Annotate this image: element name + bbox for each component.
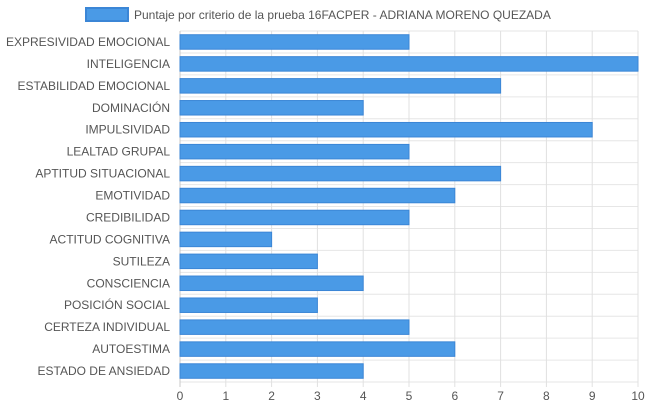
x-tick-label: 8 bbox=[543, 389, 550, 403]
category-label: ACTITUD COGNITIVA bbox=[50, 232, 170, 246]
category-label: CERTEZA INDIVIDUAL bbox=[44, 320, 170, 334]
x-axis-ticks: 0 1 2 3 4 5 6 7 8 9 10 bbox=[177, 389, 645, 403]
bar[interactable] bbox=[179, 341, 456, 357]
bar[interactable] bbox=[179, 253, 318, 270]
x-tick-label: 1 bbox=[222, 389, 229, 403]
bar[interactable] bbox=[179, 363, 364, 379]
bar[interactable] bbox=[179, 297, 318, 313]
bar[interactable] bbox=[179, 56, 639, 72]
category-label: EMOTIVIDAD bbox=[95, 189, 170, 203]
category-label: LEALTAD GRUPAL bbox=[67, 145, 171, 159]
category-label: CONSCIENCIA bbox=[87, 276, 170, 290]
bar[interactable] bbox=[179, 78, 502, 94]
category-label: IMPULSIVIDAD bbox=[85, 123, 170, 137]
bar[interactable] bbox=[179, 100, 364, 116]
x-tick-label: 0 bbox=[177, 389, 184, 403]
category-label: SUTILEZA bbox=[113, 254, 170, 268]
x-tick-label: 6 bbox=[451, 389, 458, 403]
category-label: POSICIÓN SOCIAL bbox=[64, 297, 170, 312]
x-tick-label: 10 bbox=[631, 389, 645, 403]
category-label: AUTOESTIMA bbox=[92, 342, 170, 356]
x-tick-label: 2 bbox=[268, 389, 275, 403]
x-tick-label: 7 bbox=[497, 389, 504, 403]
category-label: DOMINACIÓN bbox=[92, 100, 170, 115]
bar[interactable] bbox=[179, 34, 410, 50]
bar[interactable] bbox=[179, 319, 410, 335]
legend-swatch bbox=[85, 7, 129, 22]
bar[interactable] bbox=[179, 209, 410, 226]
category-label: CREDIBILIDAD bbox=[86, 210, 170, 224]
category-label: INTELIGENCIA bbox=[87, 57, 170, 71]
bar[interactable] bbox=[179, 231, 273, 248]
chart-legend[interactable]: Puntaje por criterio de la prueba 16FACP… bbox=[85, 7, 551, 22]
legend-label: Puntaje por criterio de la prueba 16FACP… bbox=[134, 8, 551, 22]
bar[interactable] bbox=[179, 187, 456, 204]
bar[interactable] bbox=[179, 143, 410, 160]
category-label: APTITUD SITUACIONAL bbox=[35, 167, 170, 181]
category-labels: EXPRESIVIDAD EMOCIONAL INTELIGENCIA ESTABI… bbox=[6, 35, 170, 378]
bars bbox=[179, 34, 639, 379]
x-tick-label: 3 bbox=[314, 389, 321, 403]
x-tick-label: 9 bbox=[589, 389, 596, 403]
category-label: ESTADO DE ANSIEDAD bbox=[38, 364, 171, 378]
x-tick-label: 4 bbox=[360, 389, 367, 403]
x-tick-label: 5 bbox=[406, 389, 413, 403]
category-label: EXPRESIVIDAD EMOCIONAL bbox=[6, 35, 170, 49]
bar[interactable] bbox=[179, 121, 593, 138]
bar[interactable] bbox=[179, 165, 502, 182]
bar[interactable] bbox=[179, 275, 364, 292]
category-label: ESTABILIDAD EMOCIONAL bbox=[18, 79, 171, 93]
